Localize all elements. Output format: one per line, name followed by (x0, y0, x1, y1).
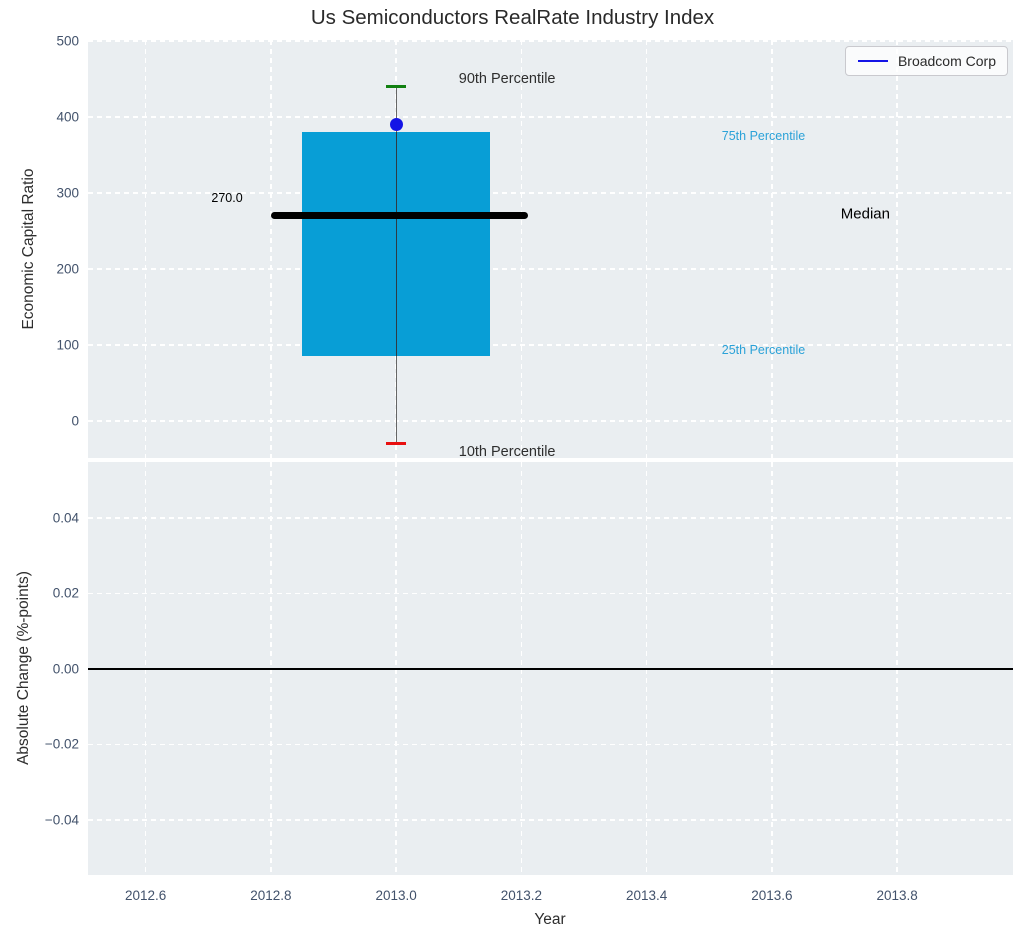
y-axis-label-bottom: Absolute Change (%-points) (15, 571, 32, 765)
x-axis-label: Year (534, 911, 566, 928)
axes-top-economic-capital-ratio: 90th Percentile 75th Percentile Median 25th… (88, 40, 1013, 460)
gridline-horizontal (88, 192, 1013, 194)
x-tick-label: 2013.8 (876, 888, 918, 903)
gridline-vertical (896, 40, 898, 458)
y-tick-label: 400 (56, 109, 79, 125)
median-value-label: 270.0 (211, 191, 243, 206)
label-median: Median (840, 205, 890, 223)
median-line (270, 212, 528, 220)
label-10th-percentile: 10th Percentile (458, 443, 556, 460)
cap-90th-percentile (386, 84, 407, 88)
y-tick-label: 300 (56, 185, 79, 201)
gridline-horizontal (88, 344, 1013, 346)
gridline-vertical (520, 40, 523, 458)
gridline-vertical (645, 40, 648, 458)
axes-bottom-absolute-change (88, 462, 1013, 875)
company-marker-dot (389, 117, 403, 131)
gridline-horizontal (88, 819, 1013, 821)
y-tick-label: 100 (56, 337, 79, 353)
y-tick-label: 0.04 (52, 510, 79, 526)
x-tick-label: 2012.8 (250, 888, 292, 903)
cap-10th-percentile (386, 442, 407, 446)
gridline-horizontal (88, 592, 1013, 595)
whisker-line-through-box (395, 131, 397, 357)
gridline-horizontal (88, 420, 1013, 422)
gridline-horizontal (88, 268, 1013, 270)
y-tick-label: 0.02 (52, 585, 79, 601)
label-90th-percentile: 90th Percentile (458, 70, 556, 87)
y-tick-label: −0.02 (44, 736, 79, 752)
legend-label: Broadcom Corp (897, 53, 996, 69)
gridline-horizontal (88, 517, 1013, 519)
gridline-horizontal (88, 40, 1013, 42)
x-tick-label: 2013.6 (751, 888, 793, 903)
y-tick-label: 0 (71, 413, 79, 429)
y-axis-label-top: Economic Capital Ratio (20, 168, 37, 330)
gridline-horizontal (88, 743, 1013, 746)
y-tick-label: −0.04 (44, 812, 79, 828)
chart-title: Us Semiconductors RealRate Industry Inde… (310, 6, 715, 29)
label-75th-percentile: 75th Percentile (721, 128, 806, 143)
label-25th-percentile: 25th Percentile (721, 343, 806, 358)
y-tick-label: 0.00 (52, 661, 79, 677)
y-tick-label: 200 (56, 261, 79, 277)
x-tick-label: 2013.0 (375, 888, 417, 903)
gridline-vertical (771, 40, 773, 458)
x-tick-label: 2012.6 (124, 888, 167, 903)
gridline-vertical (270, 40, 272, 458)
gridline-vertical (144, 40, 147, 458)
gridline-horizontal (88, 116, 1013, 118)
x-tick-label: 2013.4 (625, 888, 668, 903)
legend: Broadcom Corp (844, 46, 1008, 76)
y-tick-label: 500 (56, 33, 79, 49)
x-tick-label: 2013.2 (500, 888, 543, 903)
legend-line-sample (857, 59, 888, 63)
zero-reference-line (88, 668, 1013, 670)
